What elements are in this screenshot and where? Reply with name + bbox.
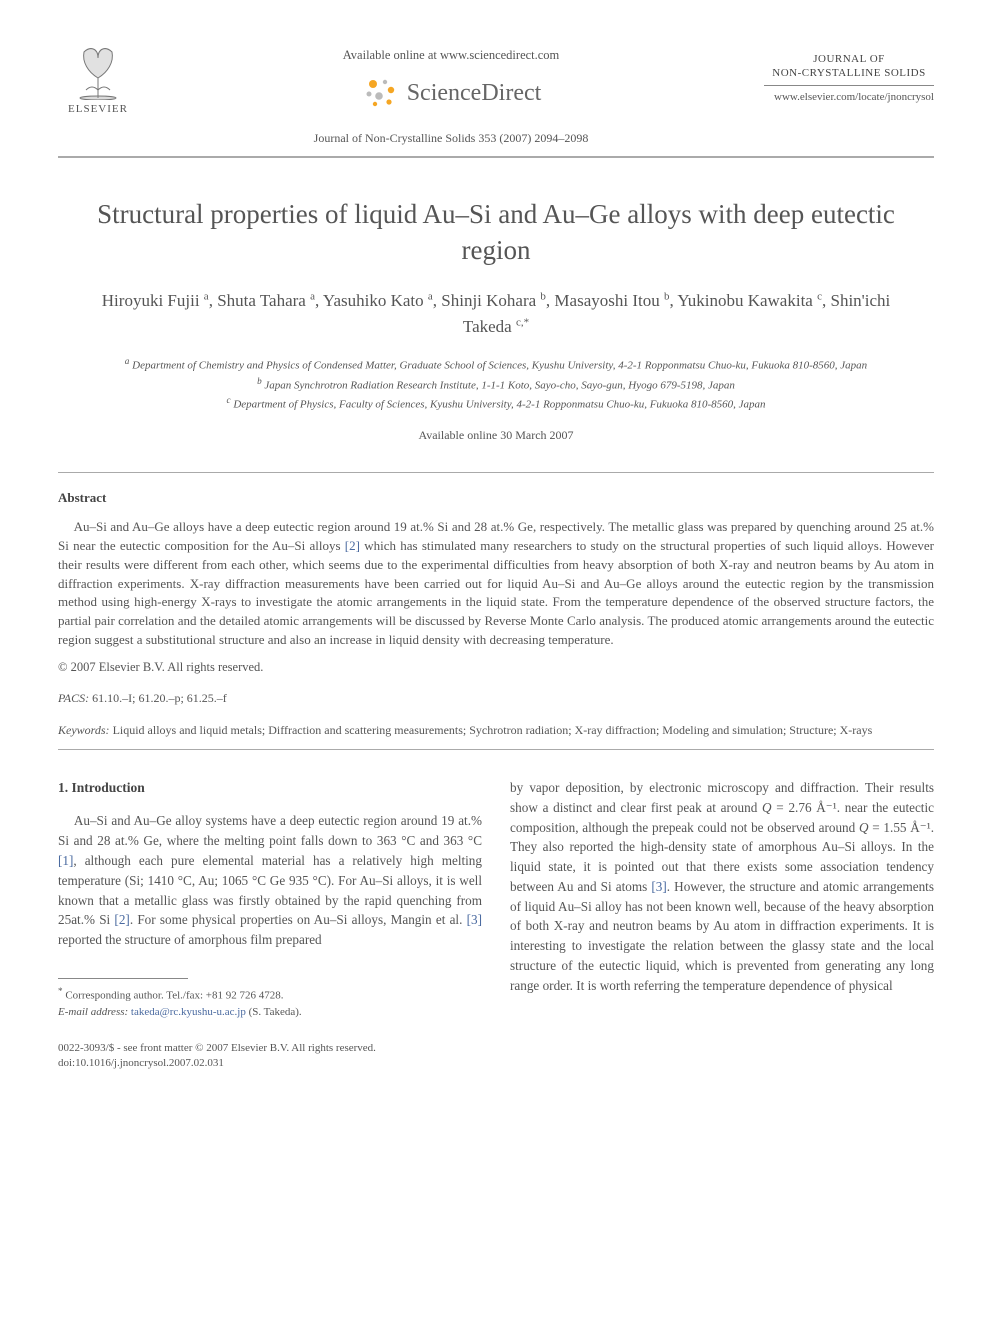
header-rule-bottom bbox=[58, 157, 934, 158]
introduction-heading: 1. Introduction bbox=[58, 778, 482, 798]
abstract-body: Au–Si and Au–Ge alloys have a deep eutec… bbox=[58, 518, 934, 650]
journal-title-line1: JOURNAL OF bbox=[764, 52, 934, 66]
abstract-heading: Abstract bbox=[58, 489, 934, 508]
affiliation-a: a Department of Chemistry and Physics of… bbox=[58, 355, 934, 374]
available-date: Available online 30 March 2007 bbox=[58, 427, 934, 444]
publisher-logo: ELSEVIER bbox=[58, 40, 138, 118]
affiliations: a Department of Chemistry and Physics of… bbox=[58, 355, 934, 412]
author-list: Hiroyuki Fujii a, Shuta Tahara a, Yasuhi… bbox=[98, 288, 894, 339]
available-online-text: Available online at www.sciencedirect.co… bbox=[138, 46, 764, 64]
affiliation-b: b Japan Synchrotron Radiation Research I… bbox=[58, 375, 934, 394]
left-column: 1. Introduction Au–Si and Au–Ge alloy sy… bbox=[58, 778, 482, 1072]
keywords: Keywords: Liquid alloys and liquid metal… bbox=[58, 722, 934, 739]
corresponding-text: Corresponding author. Tel./fax: +81 92 7… bbox=[65, 990, 283, 1002]
pacs-label: PACS: bbox=[58, 691, 89, 705]
doi-line: doi:10.1016/j.jnoncrysol.2007.02.031 bbox=[58, 1056, 482, 1071]
journal-reference: Journal of Non-Crystalline Solids 353 (2… bbox=[138, 130, 764, 147]
email-author-name: (S. Takeda). bbox=[249, 1006, 302, 1018]
intro-paragraph-right: by vapor deposition, by electronic micro… bbox=[510, 778, 934, 996]
front-matter-line: 0022-3093/$ - see front matter © 2007 El… bbox=[58, 1041, 482, 1056]
journal-title-line2: NON-CRYSTALLINE SOLIDS bbox=[764, 66, 934, 80]
footnote-rule bbox=[58, 978, 188, 979]
journal-title-box: JOURNAL OF NON-CRYSTALLINE SOLIDS www.el… bbox=[764, 40, 934, 106]
corresponding-footnote: * Corresponding author. Tel./fax: +81 92… bbox=[58, 985, 482, 1021]
publisher-name: ELSEVIER bbox=[68, 102, 128, 118]
sciencedirect-icon bbox=[361, 74, 399, 112]
pacs-codes: 61.10.–I; 61.20.–p; 61.25.–f bbox=[92, 691, 227, 705]
keywords-list: Liquid alloys and liquid metals; Diffrac… bbox=[113, 723, 873, 737]
copyright: © 2007 Elsevier B.V. All rights reserved… bbox=[58, 658, 934, 676]
right-column: by vapor deposition, by electronic micro… bbox=[510, 778, 934, 1072]
sciencedirect-name: ScienceDirect bbox=[407, 76, 542, 111]
abstract-top-rule bbox=[58, 472, 934, 473]
elsevier-tree-icon bbox=[70, 40, 126, 100]
affiliation-c: c Department of Physics, Faculty of Scie… bbox=[58, 394, 934, 413]
article-title: Structural properties of liquid Au–Si an… bbox=[88, 196, 904, 269]
corresponding-email[interactable]: takeda@rc.kyushu-u.ac.jp bbox=[131, 1006, 246, 1018]
journal-title-rule bbox=[764, 85, 934, 86]
keywords-rule bbox=[58, 749, 934, 750]
keywords-label: Keywords: bbox=[58, 723, 110, 737]
intro-paragraph-left: Au–Si and Au–Ge alloy systems have a dee… bbox=[58, 811, 482, 950]
locate-url: www.elsevier.com/locate/jnoncrysol bbox=[764, 90, 934, 106]
body-columns: 1. Introduction Au–Si and Au–Ge alloy sy… bbox=[58, 778, 934, 1072]
pacs: PACS: 61.10.–I; 61.20.–p; 61.25.–f bbox=[58, 690, 934, 707]
email-label: E-mail address: bbox=[58, 1006, 128, 1018]
center-header: Available online at www.sciencedirect.co… bbox=[138, 40, 764, 148]
sciencedirect-logo: ScienceDirect bbox=[138, 74, 764, 112]
journal-header: ELSEVIER Available online at www.science… bbox=[58, 40, 934, 148]
doi-block: 0022-3093/$ - see front matter © 2007 El… bbox=[58, 1041, 482, 1072]
